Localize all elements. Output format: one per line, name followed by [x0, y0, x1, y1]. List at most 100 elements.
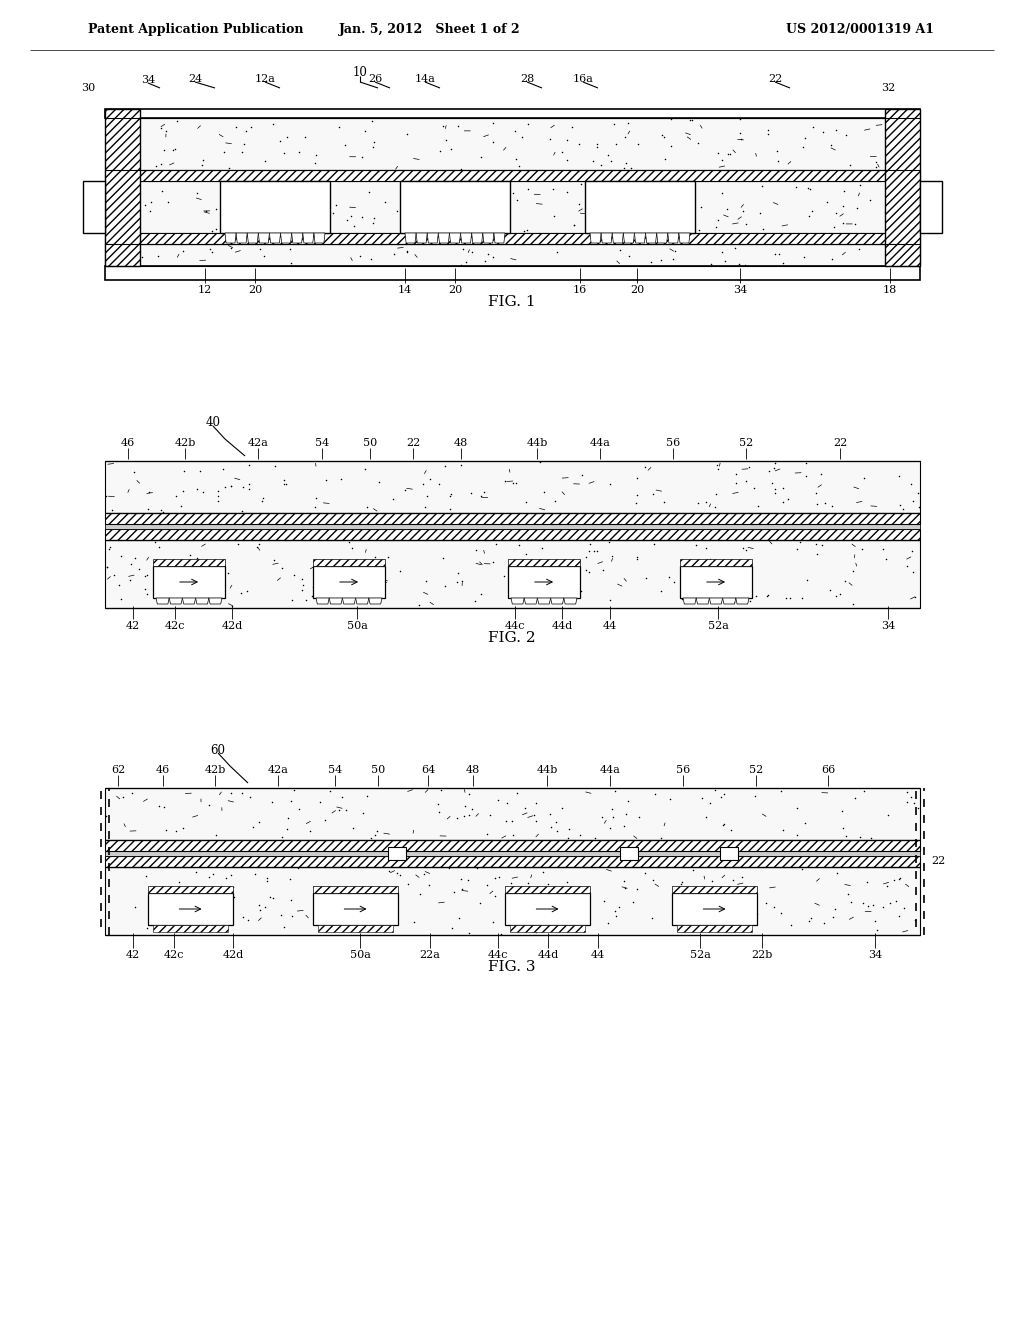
- Point: [464, 242, 480, 263]
- Point: [847, 214, 863, 235]
- Point: [587, 828, 603, 849]
- Point: [195, 154, 211, 176]
- Point: [454, 253, 470, 275]
- Text: 42b: 42b: [205, 766, 225, 775]
- Point: [750, 496, 766, 517]
- Point: [801, 206, 817, 227]
- Point: [790, 825, 806, 846]
- Point: [489, 789, 506, 810]
- Point: [851, 174, 867, 195]
- Point: [888, 891, 904, 912]
- Point: [459, 252, 475, 273]
- Point: [517, 908, 534, 929]
- Point: [224, 876, 241, 898]
- Point: [348, 920, 365, 941]
- Point: [903, 785, 920, 807]
- Point: [580, 909, 596, 931]
- Point: [283, 252, 299, 273]
- Polygon shape: [450, 234, 461, 243]
- Point: [629, 548, 645, 569]
- Point: [196, 149, 212, 170]
- Point: [358, 785, 375, 807]
- Point: [821, 579, 838, 601]
- Point: [210, 579, 226, 601]
- Point: [804, 201, 820, 222]
- Point: [251, 812, 267, 833]
- Point: [478, 824, 495, 845]
- Point: [607, 906, 624, 927]
- Point: [471, 892, 487, 913]
- Point: [731, 253, 748, 275]
- Text: 32: 32: [881, 83, 895, 92]
- Point: [713, 785, 729, 807]
- Point: [824, 495, 841, 516]
- Point: [275, 474, 292, 495]
- Point: [105, 565, 122, 586]
- Bar: [105, 867, 920, 935]
- Point: [421, 874, 437, 895]
- Polygon shape: [696, 598, 710, 605]
- Point: [417, 496, 433, 517]
- Text: 52: 52: [739, 438, 753, 447]
- Point: [187, 861, 204, 882]
- Point: [760, 123, 776, 144]
- Point: [484, 112, 501, 133]
- Point: [605, 807, 622, 828]
- Point: [115, 787, 131, 808]
- Point: [168, 821, 184, 842]
- Point: [867, 152, 884, 173]
- Point: [185, 907, 202, 928]
- Point: [719, 144, 735, 165]
- Point: [508, 148, 524, 169]
- Point: [225, 178, 242, 199]
- Point: [865, 895, 882, 916]
- Point: [486, 867, 503, 888]
- Point: [297, 127, 313, 148]
- Point: [167, 139, 183, 160]
- Bar: [105, 110, 140, 267]
- Text: 12: 12: [198, 285, 212, 294]
- Point: [241, 473, 257, 494]
- Point: [554, 141, 570, 162]
- Point: [175, 817, 191, 838]
- Text: FIG. 2: FIG. 2: [488, 631, 536, 645]
- Point: [276, 470, 293, 491]
- Point: [343, 537, 359, 558]
- Point: [136, 194, 153, 215]
- Point: [225, 203, 242, 224]
- Point: [905, 561, 922, 582]
- Point: [103, 499, 120, 520]
- Point: [738, 471, 755, 492]
- Point: [797, 813, 813, 834]
- Point: [435, 116, 452, 137]
- Text: 22a: 22a: [420, 950, 440, 960]
- Point: [232, 189, 249, 210]
- Point: [838, 826, 854, 847]
- Point: [685, 859, 701, 880]
- Point: [334, 785, 350, 807]
- Point: [904, 491, 921, 512]
- Point: [808, 533, 824, 554]
- Text: 52a: 52a: [689, 950, 711, 960]
- Point: [162, 572, 178, 593]
- Point: [201, 585, 217, 606]
- Point: [856, 467, 872, 488]
- Point: [472, 583, 488, 605]
- Point: [896, 898, 912, 919]
- Bar: [620, 847, 638, 861]
- Point: [731, 123, 748, 144]
- Point: [891, 906, 907, 927]
- Polygon shape: [601, 234, 612, 243]
- Polygon shape: [406, 234, 416, 243]
- Point: [367, 546, 383, 568]
- Point: [174, 240, 190, 261]
- Point: [398, 123, 415, 144]
- Point: [701, 549, 718, 570]
- Polygon shape: [258, 234, 269, 243]
- Point: [874, 539, 891, 560]
- Point: [392, 561, 409, 582]
- Point: [854, 539, 870, 560]
- Point: [453, 869, 469, 890]
- Bar: [313, 886, 398, 894]
- Point: [628, 492, 644, 513]
